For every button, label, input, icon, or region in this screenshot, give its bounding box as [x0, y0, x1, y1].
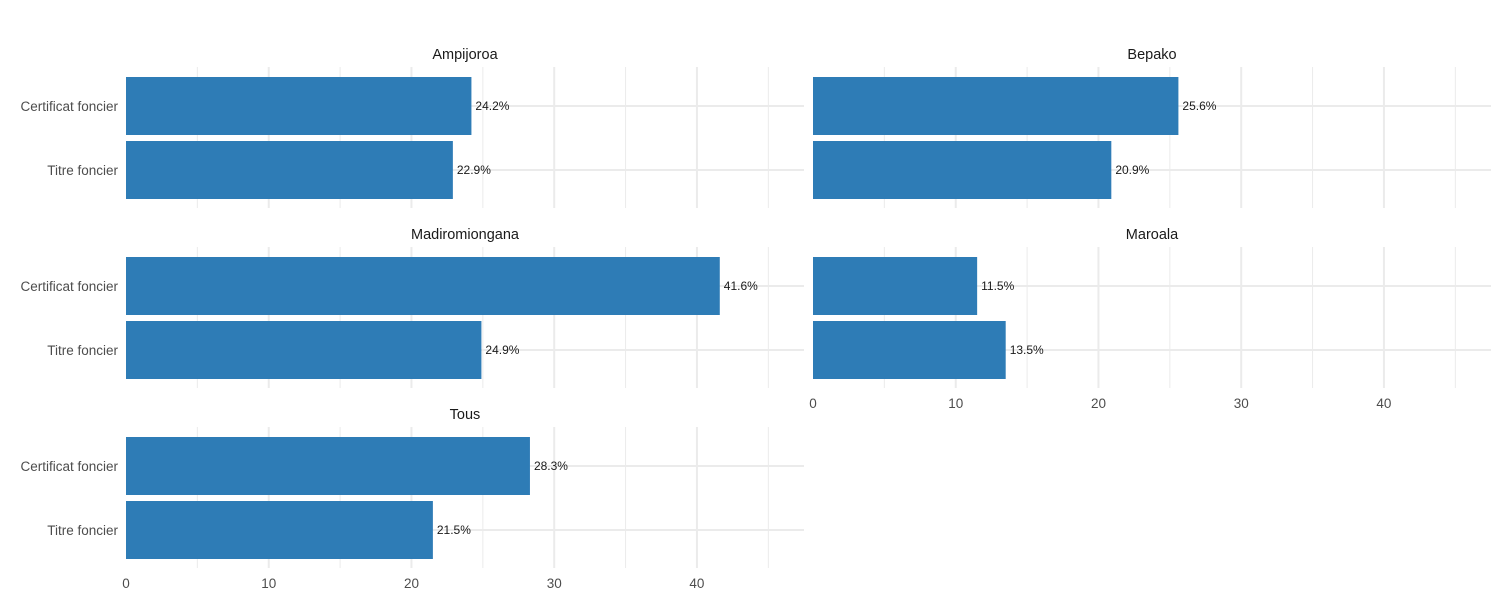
category-label: Certificat foncier	[20, 99, 118, 114]
x-tick-label: 0	[809, 396, 817, 411]
bar	[126, 437, 530, 495]
bar	[813, 77, 1179, 135]
category-label: Certificat foncier	[20, 459, 118, 474]
data-label: 25.6%	[1182, 99, 1216, 113]
category-label: Titre foncier	[47, 163, 118, 178]
panel-title: Bepako	[1127, 47, 1176, 63]
bar	[126, 141, 453, 199]
data-label: 41.6%	[724, 279, 758, 293]
bar	[126, 501, 433, 559]
x-tick-label: 0	[122, 576, 130, 591]
x-tick-label: 30	[547, 576, 562, 591]
bar	[813, 321, 1006, 379]
panel-title: Ampijoroa	[432, 47, 498, 63]
panel-title: Madiromiongana	[411, 227, 520, 243]
data-label: 13.5%	[1010, 343, 1044, 357]
data-label: 28.3%	[534, 459, 568, 473]
x-tick-label: 10	[261, 576, 276, 591]
x-tick-label: 40	[689, 576, 704, 591]
x-tick-label: 30	[1234, 396, 1249, 411]
category-label: Certificat foncier	[20, 279, 118, 294]
bar	[126, 321, 482, 379]
category-label: Titre foncier	[47, 343, 118, 358]
data-label: 20.9%	[1115, 163, 1149, 177]
category-label: Titre foncier	[47, 523, 118, 538]
bar	[126, 257, 720, 315]
panel-title: Tous	[450, 407, 481, 423]
x-tick-label: 20	[404, 576, 419, 591]
x-tick-label: 10	[948, 396, 963, 411]
x-tick-label: 20	[1091, 396, 1106, 411]
bar	[813, 141, 1112, 199]
data-label: 24.2%	[475, 99, 509, 113]
data-label: 21.5%	[437, 523, 471, 537]
bar	[813, 257, 978, 315]
data-label: 11.5%	[981, 279, 1014, 293]
panel-title: Maroala	[1126, 227, 1179, 243]
data-label: 24.9%	[485, 343, 519, 357]
data-label: 22.9%	[457, 163, 491, 177]
x-tick-label: 40	[1376, 396, 1391, 411]
bar	[126, 77, 472, 135]
